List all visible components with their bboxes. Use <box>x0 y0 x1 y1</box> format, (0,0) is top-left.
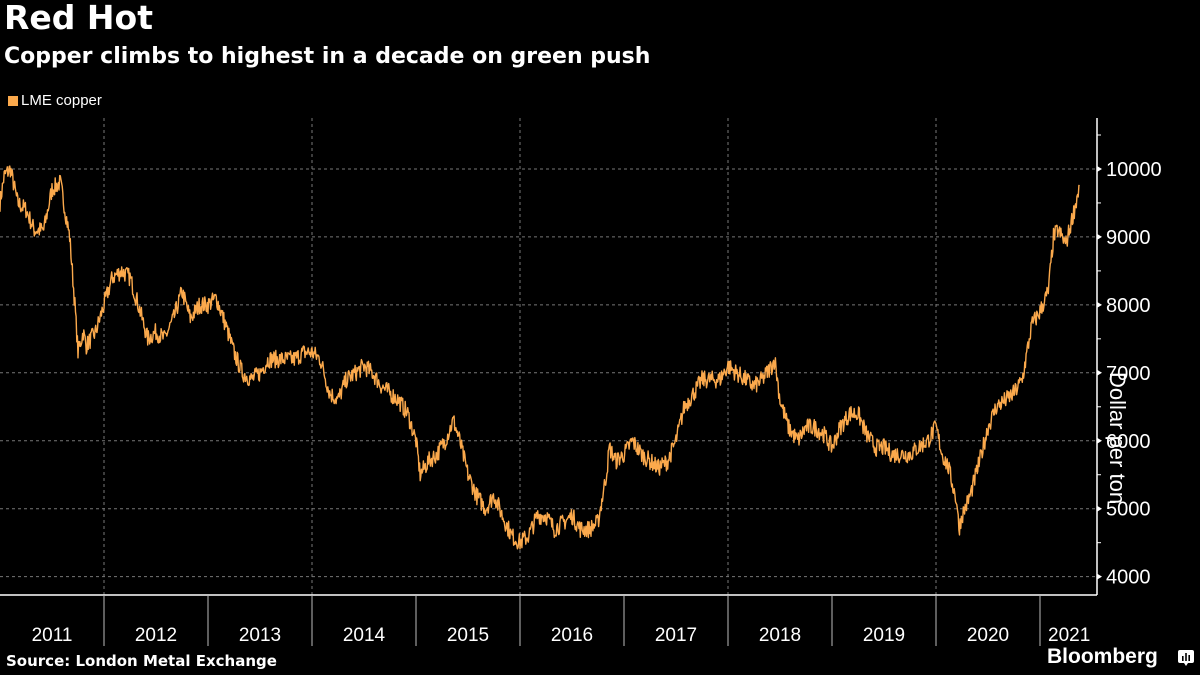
legend: LME copper <box>8 92 102 109</box>
y-tick-label: 4000 <box>1106 567 1151 589</box>
chart-title: Red Hot <box>4 0 153 37</box>
legend-label: LME copper <box>21 92 102 109</box>
x-tick-label: 2021 <box>1048 625 1090 646</box>
y-major-tick <box>1097 437 1102 444</box>
chart-subtitle: Copper climbs to highest in a decade on … <box>4 44 651 69</box>
gridlines <box>0 118 1097 595</box>
bar-chart-icon <box>1178 650 1194 666</box>
x-tick-labels: 2011 2012 2013 2014 2015 2016 2017 2018 2019 2020… <box>32 625 1091 646</box>
x-tick-label: 2017 <box>655 625 697 646</box>
y-tick-label: 9000 <box>1106 227 1151 249</box>
legend-swatch <box>8 95 18 106</box>
y-tick-label: 10000 <box>1106 159 1162 181</box>
x-tick-label: 2011 <box>32 625 73 646</box>
y-axis-label: Dollar per ton <box>1105 372 1130 505</box>
y-major-tick <box>1097 369 1102 376</box>
brand-logo: Bloomberg <box>1047 645 1158 668</box>
y-tick-label: 8000 <box>1106 295 1151 317</box>
x-tick-label: 2014 <box>343 625 386 646</box>
x-tick-label: 2020 <box>967 625 1009 646</box>
y-tick-label: 6000 <box>1106 431 1151 453</box>
y-tick-label: 7000 <box>1106 363 1151 385</box>
series-line <box>0 165 1080 550</box>
axes <box>0 118 1102 646</box>
x-tick-label: 2019 <box>863 625 905 646</box>
y-major-tick <box>1097 301 1102 308</box>
x-tick-label: 2018 <box>759 625 801 646</box>
x-tick-label: 2015 <box>447 625 489 646</box>
y-major-tick <box>1097 233 1102 240</box>
x-tick-label: 2012 <box>135 625 177 646</box>
series-lme-copper <box>0 165 1080 550</box>
y-major-tick <box>1097 573 1102 580</box>
y-tick-label: 5000 <box>1106 499 1151 521</box>
source-note: Source: London Metal Exchange <box>6 652 277 670</box>
x-tick-label: 2013 <box>239 625 281 646</box>
y-major-tick <box>1097 165 1102 172</box>
y-major-tick <box>1097 505 1102 512</box>
x-tick-label: 2016 <box>551 625 593 646</box>
y-tick-labels: 4000 5000 6000 7000 8000 9000 10000 <box>1106 159 1162 589</box>
